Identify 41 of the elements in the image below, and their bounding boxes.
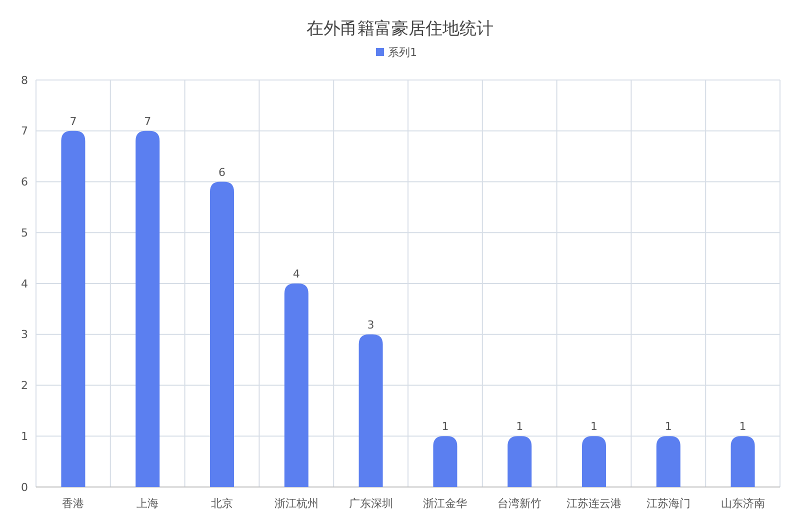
x-tick-label: 浙江金华 bbox=[423, 497, 468, 510]
data-label: 1 bbox=[590, 420, 598, 434]
data-label: 6 bbox=[218, 166, 226, 179]
y-tick-label: 1 bbox=[21, 430, 28, 443]
chart-title: 在外甬籍富豪居住地统计 bbox=[306, 19, 494, 39]
y-tick-label: 5 bbox=[21, 226, 28, 240]
data-label: 1 bbox=[739, 420, 746, 434]
y-tick-label: 2 bbox=[21, 379, 28, 392]
x-tick-label: 台湾新竹 bbox=[498, 497, 542, 510]
bar bbox=[358, 334, 383, 487]
data-label: 1 bbox=[516, 420, 524, 434]
x-tick-label: 江苏连云港 bbox=[566, 497, 622, 510]
x-tick-label: 江苏海门 bbox=[646, 497, 690, 510]
y-tick-label: 8 bbox=[21, 74, 28, 87]
y-tick-label: 6 bbox=[21, 176, 28, 189]
bar bbox=[508, 436, 532, 487]
data-label: 7 bbox=[70, 114, 77, 128]
x-tick-label: 北京 bbox=[211, 497, 233, 510]
data-label: 4 bbox=[292, 268, 300, 280]
x-tick-label: 香港 bbox=[62, 497, 84, 510]
y-tick-label: 7 bbox=[21, 124, 28, 138]
x-tick-label: 浙江杭州 bbox=[274, 497, 318, 510]
y-tick-label: 3 bbox=[21, 328, 28, 342]
bar bbox=[61, 130, 86, 487]
y-tick-label: 0 bbox=[21, 480, 28, 494]
bar bbox=[210, 182, 234, 487]
x-tick-label: 上海 bbox=[136, 497, 159, 510]
bar bbox=[656, 436, 680, 487]
x-tick-label: 山东济南 bbox=[720, 497, 765, 510]
bar bbox=[730, 436, 755, 487]
x-tick-label: 广东深圳 bbox=[348, 497, 393, 510]
data-label: 7 bbox=[144, 114, 152, 128]
y-tick-label: 4 bbox=[21, 277, 28, 290]
data-label: 1 bbox=[664, 420, 672, 434]
bar bbox=[433, 436, 458, 487]
legend-label: 系列1 bbox=[388, 46, 417, 59]
data-label: 3 bbox=[367, 318, 374, 332]
bar bbox=[284, 284, 308, 487]
bar bbox=[582, 436, 606, 487]
bar bbox=[136, 130, 160, 487]
data-label: 1 bbox=[442, 420, 449, 434]
